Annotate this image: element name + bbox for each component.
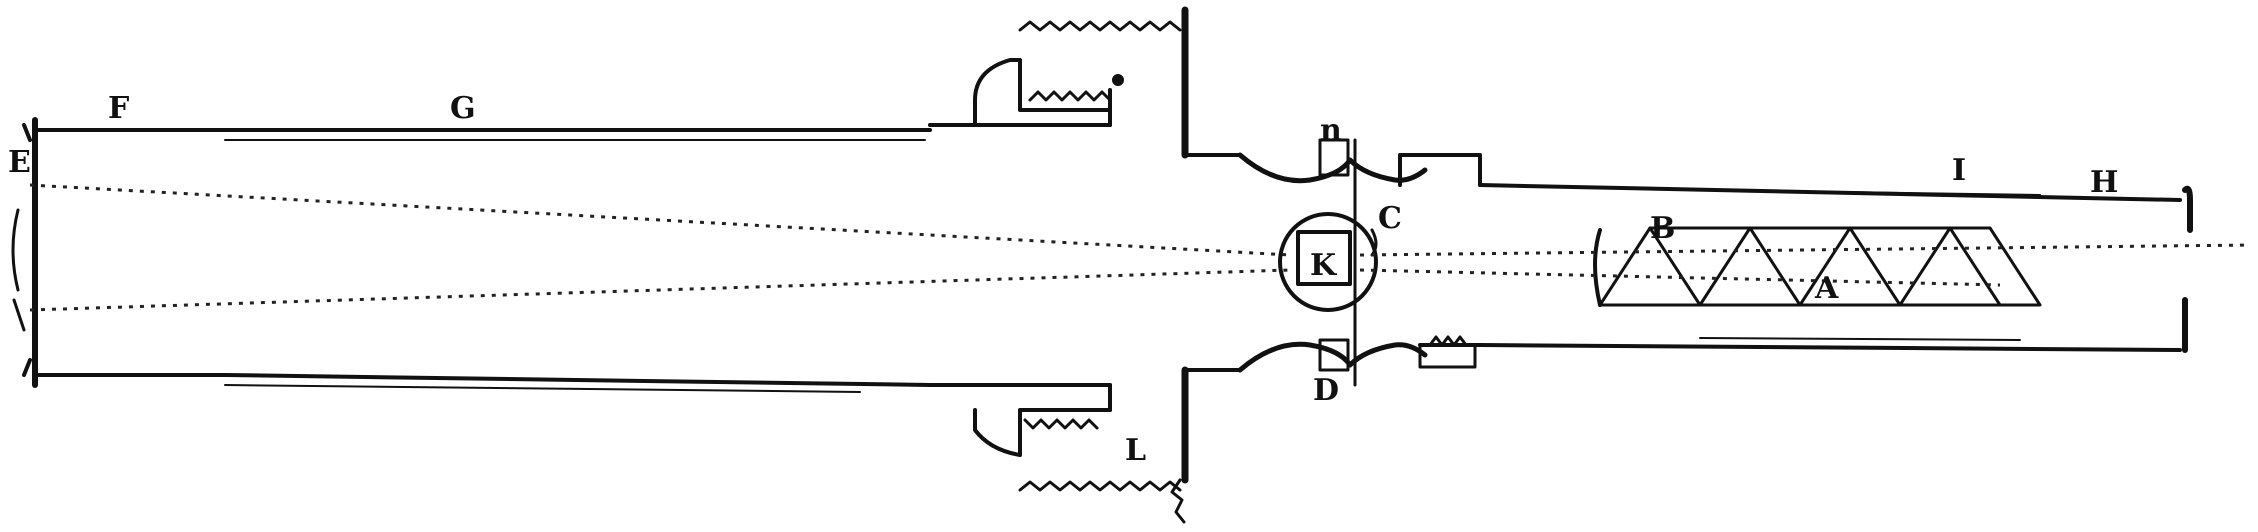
lower-clamp-screw <box>1170 478 1186 524</box>
upper-flange-assembly <box>973 6 1242 159</box>
ray-right-lower <box>1359 268 2001 287</box>
objective-rim-top <box>2182 185 2193 233</box>
label-d: D <box>1313 373 1339 408</box>
label-l: L <box>1125 433 1146 468</box>
left-tube <box>22 108 1112 393</box>
label-i: I <box>1952 153 1966 188</box>
ray-lower <box>29 268 1291 312</box>
eyepiece-rim-ends <box>22 123 32 377</box>
ray-right-upper <box>1359 243 2251 257</box>
cap-n <box>1318 138 1350 177</box>
prism-a-reflections <box>1648 226 2002 307</box>
label-n: n <box>1320 113 1342 148</box>
lower-spring-inner <box>1023 418 1099 430</box>
ray-upper <box>29 183 1291 257</box>
label-e: E <box>8 145 31 180</box>
cell-c-mark <box>1370 228 1378 257</box>
drawtube-bottom-line <box>224 384 861 393</box>
cell-ring <box>1278 212 1378 312</box>
lower-spring-outer <box>1018 480 1182 492</box>
right-collar-box <box>1418 343 1477 369</box>
upper-pivot-dot <box>1112 74 1124 86</box>
right-collar-spring <box>1428 335 1468 347</box>
label-c: C <box>1378 201 1402 236</box>
label-g: G <box>450 91 476 126</box>
label-a: A <box>1814 271 1839 306</box>
upper-spring-outer <box>1018 20 1182 32</box>
right-collar-top <box>1398 153 1482 187</box>
eye-lens <box>11 208 26 332</box>
lens-b <box>1593 228 1602 307</box>
label-f: F <box>108 91 129 126</box>
right-drawtube-top <box>1709 189 2041 196</box>
prism-system <box>1593 226 2042 307</box>
right-tube <box>1398 153 2193 369</box>
label-k: K <box>1310 248 1337 283</box>
prism-a-outline <box>1598 226 2042 307</box>
lower-joint-curve <box>1237 341 1428 373</box>
right-drawtube-bottom <box>1699 337 2021 341</box>
label-b: B <box>1650 211 1675 246</box>
right-tube-bottom <box>1478 343 2182 352</box>
central-joint <box>1237 138 1428 373</box>
tube-bottom-edge-2 <box>223 373 932 387</box>
cap-d <box>1318 338 1350 372</box>
lower-flange-assembly <box>973 366 1242 524</box>
rotating-cell <box>1278 138 1378 387</box>
upper-spring-inner <box>1028 90 1112 102</box>
light-rays <box>29 183 2251 312</box>
cell-k-square <box>1296 230 1352 286</box>
upper-shoulder <box>973 58 1112 127</box>
label-h: H <box>2090 165 2118 200</box>
upper-joint-curve <box>1237 152 1428 184</box>
lower-shoulder <box>973 408 1112 457</box>
